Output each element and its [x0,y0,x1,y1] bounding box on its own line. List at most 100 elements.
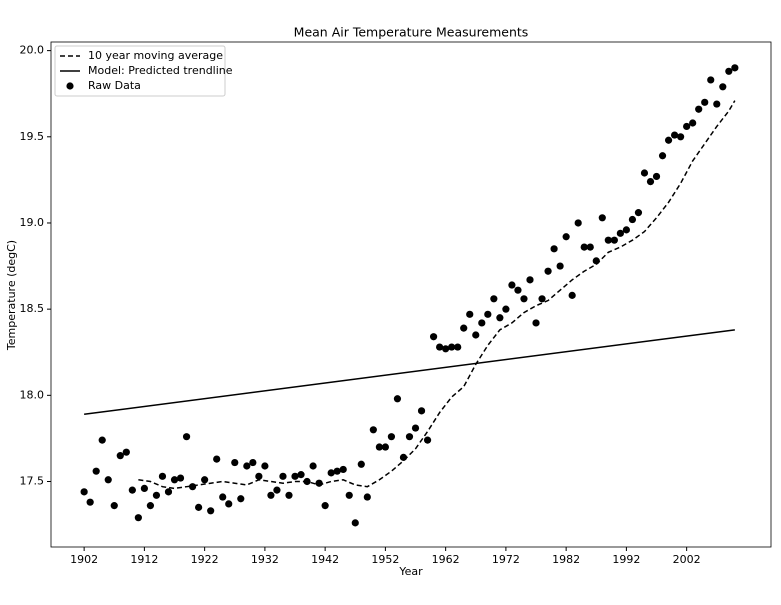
y-tick-label: 18.5 [20,302,45,315]
data-point [387,433,396,441]
data-point [369,426,377,434]
legend: 10 year moving average Model: Predicted t… [54,45,233,97]
data-point [460,324,468,332]
data-point [490,295,498,303]
data-point [508,281,516,289]
x-tick-label: 1992 [612,553,640,566]
x-tick-label: 1962 [432,553,460,566]
x-tick-label: 1942 [311,553,339,566]
data-point [297,471,305,479]
data-point [580,243,588,251]
data-point [170,476,179,484]
data-point [273,486,281,494]
data-point [213,455,221,463]
data-point [249,458,257,467]
data-point [442,345,450,353]
data-point [466,310,474,318]
y-tick-label: 20.0 [20,44,45,57]
data-point [164,488,173,496]
data-point [134,514,142,522]
data-point [243,462,251,470]
data-point [140,484,148,492]
data-point [454,343,462,351]
data-point [670,131,679,139]
legend-label: 10 year moving average [88,49,223,62]
data-point [261,462,269,470]
data-point [363,493,371,501]
data-point [351,519,359,527]
data-point [291,472,299,480]
data-point [104,476,112,484]
data-point [707,76,715,84]
data-point [309,462,317,470]
data-point [339,465,347,474]
data-point [423,436,432,444]
data-point [719,83,727,91]
data-point [231,458,239,467]
data-point [689,119,697,127]
legend-marker [66,82,74,90]
data-point [303,477,311,486]
data-point [237,495,245,503]
data-point [526,276,534,284]
data-point [267,491,275,499]
data-point [417,407,426,415]
data-point [207,507,215,515]
data-point [146,502,155,510]
data-point [574,219,582,227]
data-point [683,122,691,131]
data-point [327,469,335,477]
data-point [701,98,709,106]
data-point [448,343,456,351]
data-point [604,236,612,244]
data-point [640,169,649,177]
data-point [357,460,365,468]
data-point [520,295,528,303]
data-point [110,502,118,510]
legend-label: Model: Predicted trendline [88,64,233,77]
data-point [92,467,100,475]
data-point [201,476,209,484]
data-point [514,286,522,294]
legend-box [54,45,226,97]
data-point [279,472,287,480]
x-tick-label: 2002 [673,553,701,566]
data-point [321,502,329,510]
data-point [86,498,94,506]
data-point [128,486,136,494]
y-tick-label: 18.0 [20,388,45,401]
data-point [436,343,444,351]
data-point [345,491,353,499]
x-tick-label: 1912 [130,553,158,566]
data-point [598,214,606,222]
x-axis-label: Year [398,565,423,578]
data-point [658,152,667,160]
y-tick-label: 19.5 [20,130,45,143]
x-tick-label: 1932 [251,553,279,566]
data-point [562,233,570,241]
data-point [532,319,540,327]
data-point [80,488,88,496]
x-tick-label: 1922 [191,553,219,566]
data-point [646,178,655,186]
data-point [586,243,594,251]
data-point [405,433,414,441]
x-tick-label: 1972 [492,553,520,566]
data-point [652,172,661,181]
data-point [556,262,564,270]
data-point [188,483,197,491]
x-tick-label: 1952 [371,553,399,566]
data-point [664,136,673,144]
data-point [375,443,383,451]
data-point [333,467,341,475]
x-tick-label: 1902 [70,553,98,566]
data-point [538,295,546,303]
data-point [616,229,624,237]
data-point [478,319,486,327]
data-point [622,226,630,234]
x-tick-label: 1982 [552,553,580,566]
data-point [399,453,408,461]
data-point [176,474,185,482]
